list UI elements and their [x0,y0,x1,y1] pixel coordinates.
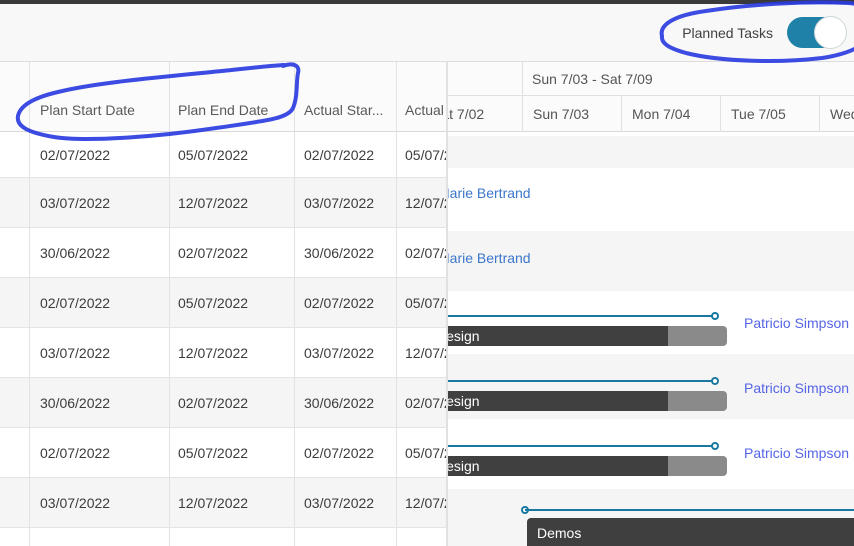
taskbar-label: Design [447,458,480,474]
planned-tasks-label: Planned Tasks [682,24,773,41]
cell-plan-start: 02/07/2022 [30,278,170,327]
cell-actual-end: 12/07/2022 [397,478,447,527]
cell-plan-start: 03/07/2022 [30,328,170,377]
resource-link[interactable]: Marie Bertrand [447,250,531,266]
planned-end-marker [711,442,719,450]
taskbar-design[interactable]: Design [447,456,727,476]
cell-plan-start: 02/07/2022 [30,132,170,177]
taskbar-design[interactable]: Design [447,391,727,411]
cell-actual-start: 02/07/2022 [295,428,397,477]
taskbar-label: Demos [537,525,582,541]
planned-duration-line [448,445,718,447]
table-row[interactable]: 02/07/2022 05/07/2022 02/07/2022 05/07/2… [0,428,447,478]
taskbar-progress [448,391,668,411]
gantt-row-stripe [448,231,854,291]
cell-plan-start: 30/06/2022 [30,378,170,427]
planned-duration-line [525,509,854,511]
cell-actual-end: 12/07/2022 [397,178,447,227]
table-row[interactable]: 30/06/2022 02/07/2022 30/06/2022 02/07/2… [0,378,447,428]
cell-actual-start: 03/07/2022 [295,178,397,227]
cell-actual-end: 05/07/2022 [397,428,447,477]
resource-link[interactable]: Patricio Simpson [744,380,850,396]
taskbar-label: Design [447,328,480,344]
gantt-row-stripe [448,136,854,168]
timeline-day-header: Sun 7/03 [522,96,621,132]
cell-plan-start: 03/07/2022 [30,178,170,227]
cell-actual-start: 30/06/2022 [295,228,397,277]
cell-plan-end: 05/07/2022 [170,278,295,327]
cell-plan-end: 02/07/2022 [170,378,295,427]
column-header-actual-start-date[interactable]: Actual Star... [295,62,397,131]
planned-end-marker [711,377,719,385]
taskbar-progress [448,456,668,476]
table-row[interactable]: 30/06/2022 02/07/2022 30/06/2022 02/07/2… [0,228,447,278]
cell-plan-end: 05/07/2022 [170,428,295,477]
planned-tasks-toggle[interactable] [787,16,847,49]
column-header-plan-end-date[interactable]: Plan End Date [170,62,295,131]
cell-actual-end: 05/07/2022 [397,132,447,177]
column-header-plan-start-date[interactable]: Plan Start Date [30,62,170,131]
timeline-day-header: Sat 7/02 [448,96,521,132]
cell-actual-start: 03/07/2022 [295,328,397,377]
task-grid: Plan Start Date Plan End Date Actual Sta… [0,61,447,546]
cell-plan-end: 02/07/2022 [170,228,295,277]
top-accent-bar [0,0,854,4]
cell-plan-end: 05/07/2022 [170,132,295,177]
resource-link[interactable]: Marie Bertrand [447,185,531,201]
table-row[interactable] [0,528,447,546]
timeline-day-row: Sat 7/02 Sun 7/03 Mon 7/04 Tue 7/05 Wed … [448,96,854,132]
timeline-week-row: Sun 7/03 - Sat 7/09 [448,62,854,96]
table-row[interactable]: 03/07/2022 12/07/2022 03/07/2022 12/07/2… [0,178,447,228]
cell-actual-start: 02/07/2022 [295,132,397,177]
cell-plan-start: 30/06/2022 [30,228,170,277]
cell-plan-end: 12/07/2022 [170,478,295,527]
cell-actual-end: 05/07/2022 [397,278,447,327]
cell-actual-end: 02/07/2022 [397,228,447,277]
table-row[interactable]: 03/07/2022 12/07/2022 03/07/2022 12/07/2… [0,328,447,378]
cell-actual-end: 12/07/2022 [397,328,447,377]
gantt-chart: Sun 7/03 - Sat 7/09 Sat 7/02 Sun 7/03 Mo… [447,61,854,546]
column-header-blank [0,62,30,131]
cell-actual-end: 02/07/2022 [397,378,447,427]
timeline-week-header: Sun 7/03 - Sat 7/09 [522,62,854,96]
planned-tasks-toggle-group: Planned Tasks [682,16,847,49]
grid-header-row: Plan Start Date Plan End Date Actual Sta… [0,62,447,132]
resource-link[interactable]: Patricio Simpson [744,315,850,331]
cell-actual-start: 30/06/2022 [295,378,397,427]
column-header-actual-end-date[interactable]: Actual End Date [397,62,447,131]
taskbar-demos[interactable]: Demos [527,518,854,546]
toggle-knob [814,16,847,49]
cell-plan-end: 12/07/2022 [170,178,295,227]
taskbar-design[interactable]: Design [447,326,727,346]
resource-link[interactable]: Patricio Simpson [744,445,850,461]
timeline-day-header: Tue 7/05 [720,96,819,132]
cell-actual-start: 02/07/2022 [295,278,397,327]
gantt-body: Marie Bertrand Marie Bertrand Design Pat… [448,132,854,546]
taskbar-label: Design [447,393,480,409]
taskbar-progress [448,326,668,346]
cell-plan-start: 02/07/2022 [30,428,170,477]
table-row[interactable]: 03/07/2022 12/07/2022 03/07/2022 12/07/2… [0,478,447,528]
planned-end-marker [711,312,719,320]
toolbar: Planned Tasks [0,4,854,61]
planned-duration-line [448,315,718,317]
cell-plan-start: 03/07/2022 [30,478,170,527]
cell-plan-end: 12/07/2022 [170,328,295,377]
table-row[interactable]: 02/07/2022 05/07/2022 02/07/2022 05/07/2… [0,132,447,178]
timeline-day-header: Wed 7/06 [819,96,854,132]
table-row[interactable]: 02/07/2022 05/07/2022 02/07/2022 05/07/2… [0,278,447,328]
planned-duration-line [448,380,718,382]
cell-actual-start: 03/07/2022 [295,478,397,527]
timeline-day-header: Mon 7/04 [621,96,720,132]
